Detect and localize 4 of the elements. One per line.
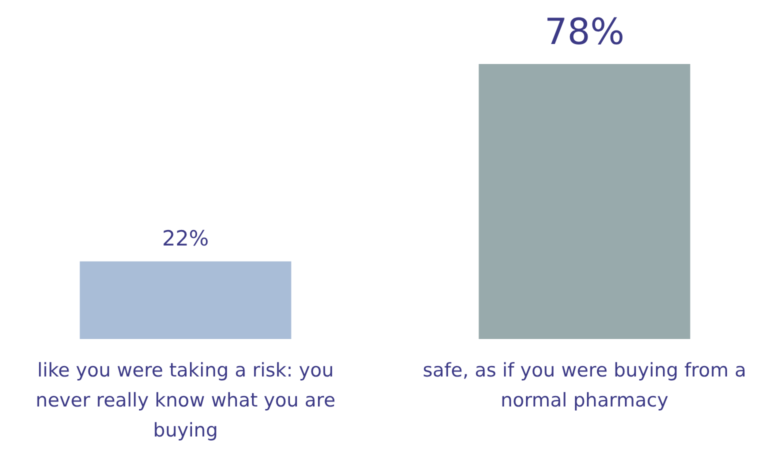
data-label: 22% bbox=[162, 226, 209, 250]
data-label: 78% bbox=[544, 12, 624, 53]
x-tick-label: like you were taking a risk: you never really know what you are buying bbox=[36, 360, 336, 442]
x-tick-label: safe, as if you were buying from a normal pharmacy bbox=[422, 360, 746, 412]
